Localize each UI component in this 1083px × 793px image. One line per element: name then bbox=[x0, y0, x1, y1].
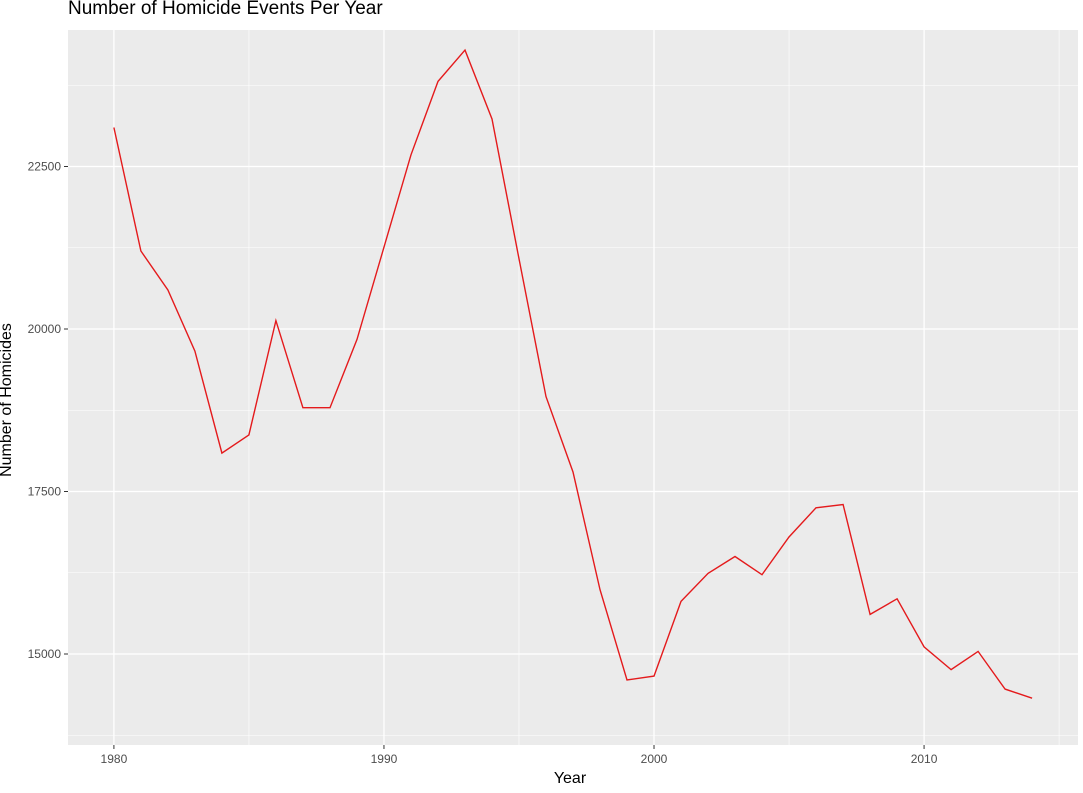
minor-gridlines bbox=[68, 30, 1078, 745]
y-axis: 15000 17500 20000 22500 bbox=[28, 160, 68, 661]
y-tick-label: 22500 bbox=[28, 160, 62, 174]
x-tick-label: 2000 bbox=[641, 752, 668, 766]
homicide-series-line bbox=[113, 48, 1033, 699]
y-tick-label: 17500 bbox=[28, 485, 62, 499]
y-axis-label: Number of Homicides bbox=[0, 323, 15, 477]
y-tick-label: 20000 bbox=[28, 322, 62, 336]
plot-panel bbox=[68, 30, 1078, 745]
x-tick-label: 1980 bbox=[101, 752, 128, 766]
major-gridlines bbox=[68, 30, 1078, 745]
x-tick-label: 1990 bbox=[371, 752, 398, 766]
x-axis: 1980 1990 2000 2010 bbox=[101, 745, 938, 766]
chart-title: Number of Homicide Events Per Year bbox=[68, 0, 383, 19]
y-tick-label: 15000 bbox=[28, 647, 62, 661]
x-tick-label: 2010 bbox=[911, 752, 938, 766]
x-axis-label: Year bbox=[553, 770, 587, 787]
